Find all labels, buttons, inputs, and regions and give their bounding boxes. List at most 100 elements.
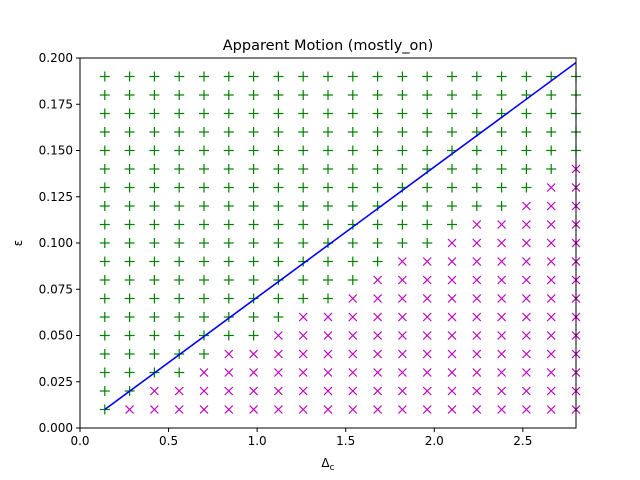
plus-marker	[199, 145, 209, 156]
cross-marker	[497, 386, 507, 396]
cross-marker	[199, 386, 209, 396]
y-axis-label: ε	[11, 240, 25, 247]
cross-marker	[546, 294, 556, 303]
plus-marker	[347, 164, 358, 174]
plus-marker	[199, 312, 209, 322]
plus-marker	[149, 256, 160, 267]
cross-marker	[149, 405, 159, 414]
cross-marker	[472, 331, 482, 340]
plus-marker	[149, 201, 160, 211]
cross-marker	[472, 220, 482, 229]
plus-marker	[447, 108, 457, 119]
plus-marker	[149, 108, 160, 119]
cross-marker	[447, 275, 457, 285]
plus-marker	[99, 201, 110, 211]
cross-marker	[298, 386, 308, 396]
plus-marker	[149, 238, 160, 248]
cross-marker	[546, 331, 556, 340]
plus-marker	[223, 127, 234, 137]
plus-marker	[248, 164, 259, 174]
plus-marker	[223, 164, 234, 174]
plus-marker	[223, 145, 234, 156]
cross-marker	[472, 238, 482, 248]
plus-marker	[471, 71, 482, 82]
cross-marker	[249, 349, 259, 359]
plus-marker	[149, 182, 160, 193]
cross-marker	[174, 386, 184, 396]
plus-marker	[199, 275, 209, 285]
plus-marker	[174, 219, 185, 230]
plus-marker	[546, 108, 557, 119]
plus-marker	[149, 330, 160, 341]
plus-marker	[521, 182, 532, 193]
plus-marker	[397, 71, 408, 82]
plus-marker	[174, 145, 185, 156]
plus-marker	[149, 145, 160, 156]
cross-marker	[273, 349, 283, 359]
plus-marker	[521, 145, 532, 156]
x-tick-label: 1.5	[336, 434, 355, 448]
cross-marker	[497, 275, 507, 285]
cross-marker	[298, 405, 308, 414]
plus-marker	[273, 256, 284, 267]
y-tick-label: 0.050	[39, 329, 73, 343]
cross-marker	[224, 368, 234, 377]
cross-marker	[497, 331, 507, 340]
plus-marker	[248, 201, 259, 211]
plus-marker	[273, 238, 284, 248]
plus-marker	[323, 90, 333, 100]
y-axis-ticks: 0.000 0.025 0.050 0.075 0.100 0.125 0.150 0.175…	[39, 51, 80, 435]
cross-marker	[348, 349, 358, 359]
x-tick-label: 2.5	[513, 434, 532, 448]
plus-marker	[323, 219, 333, 230]
plus-marker	[149, 312, 160, 322]
plus-marker	[248, 219, 259, 230]
cross-marker	[546, 201, 556, 211]
cross-marker	[521, 349, 531, 359]
boundary-line	[104, 61, 577, 411]
cross-marker	[298, 312, 308, 322]
plus-marker	[174, 108, 185, 119]
plus-marker	[199, 201, 209, 211]
plus-marker	[372, 182, 383, 193]
plus-marker	[496, 182, 507, 193]
plus-marker	[223, 201, 234, 211]
plus-marker	[149, 293, 160, 304]
plus-marker	[546, 71, 557, 82]
plus-marker	[496, 201, 507, 211]
cross-marker	[373, 349, 383, 359]
cross-marker	[472, 368, 482, 377]
cross-marker	[422, 331, 432, 340]
plus-marker	[124, 349, 135, 359]
plus-marker	[223, 330, 234, 341]
cross-marker	[521, 238, 531, 248]
chart-title: Apparent Motion (mostly_on)	[223, 38, 434, 54]
plus-marker	[372, 164, 383, 174]
plus-marker	[298, 238, 309, 248]
plus-marker	[174, 90, 185, 100]
plus-marker	[223, 238, 234, 248]
plus-marker	[347, 108, 358, 119]
plus-marker	[223, 275, 234, 285]
x-tick-label: 0.5	[159, 434, 178, 448]
y-tick-label: 0.200	[39, 51, 73, 65]
plus-marker	[298, 219, 309, 230]
plus-marker	[471, 108, 482, 119]
plus-marker	[248, 330, 259, 341]
markers	[99, 71, 581, 415]
plus-marker	[273, 127, 284, 137]
plus-marker	[248, 312, 259, 322]
cross-marker	[422, 275, 432, 285]
cross-marker	[521, 386, 531, 396]
plus-marker	[174, 164, 185, 174]
cross-marker	[348, 294, 358, 303]
cross-marker	[397, 257, 407, 266]
line-layer	[104, 61, 577, 411]
plus-marker	[372, 127, 383, 137]
plus-marker	[199, 349, 209, 359]
plus-marker	[174, 238, 185, 248]
y-tick-label: 0.025	[39, 375, 73, 389]
plus-marker	[471, 182, 482, 193]
cross-marker	[521, 220, 531, 229]
cross-marker	[273, 386, 283, 396]
